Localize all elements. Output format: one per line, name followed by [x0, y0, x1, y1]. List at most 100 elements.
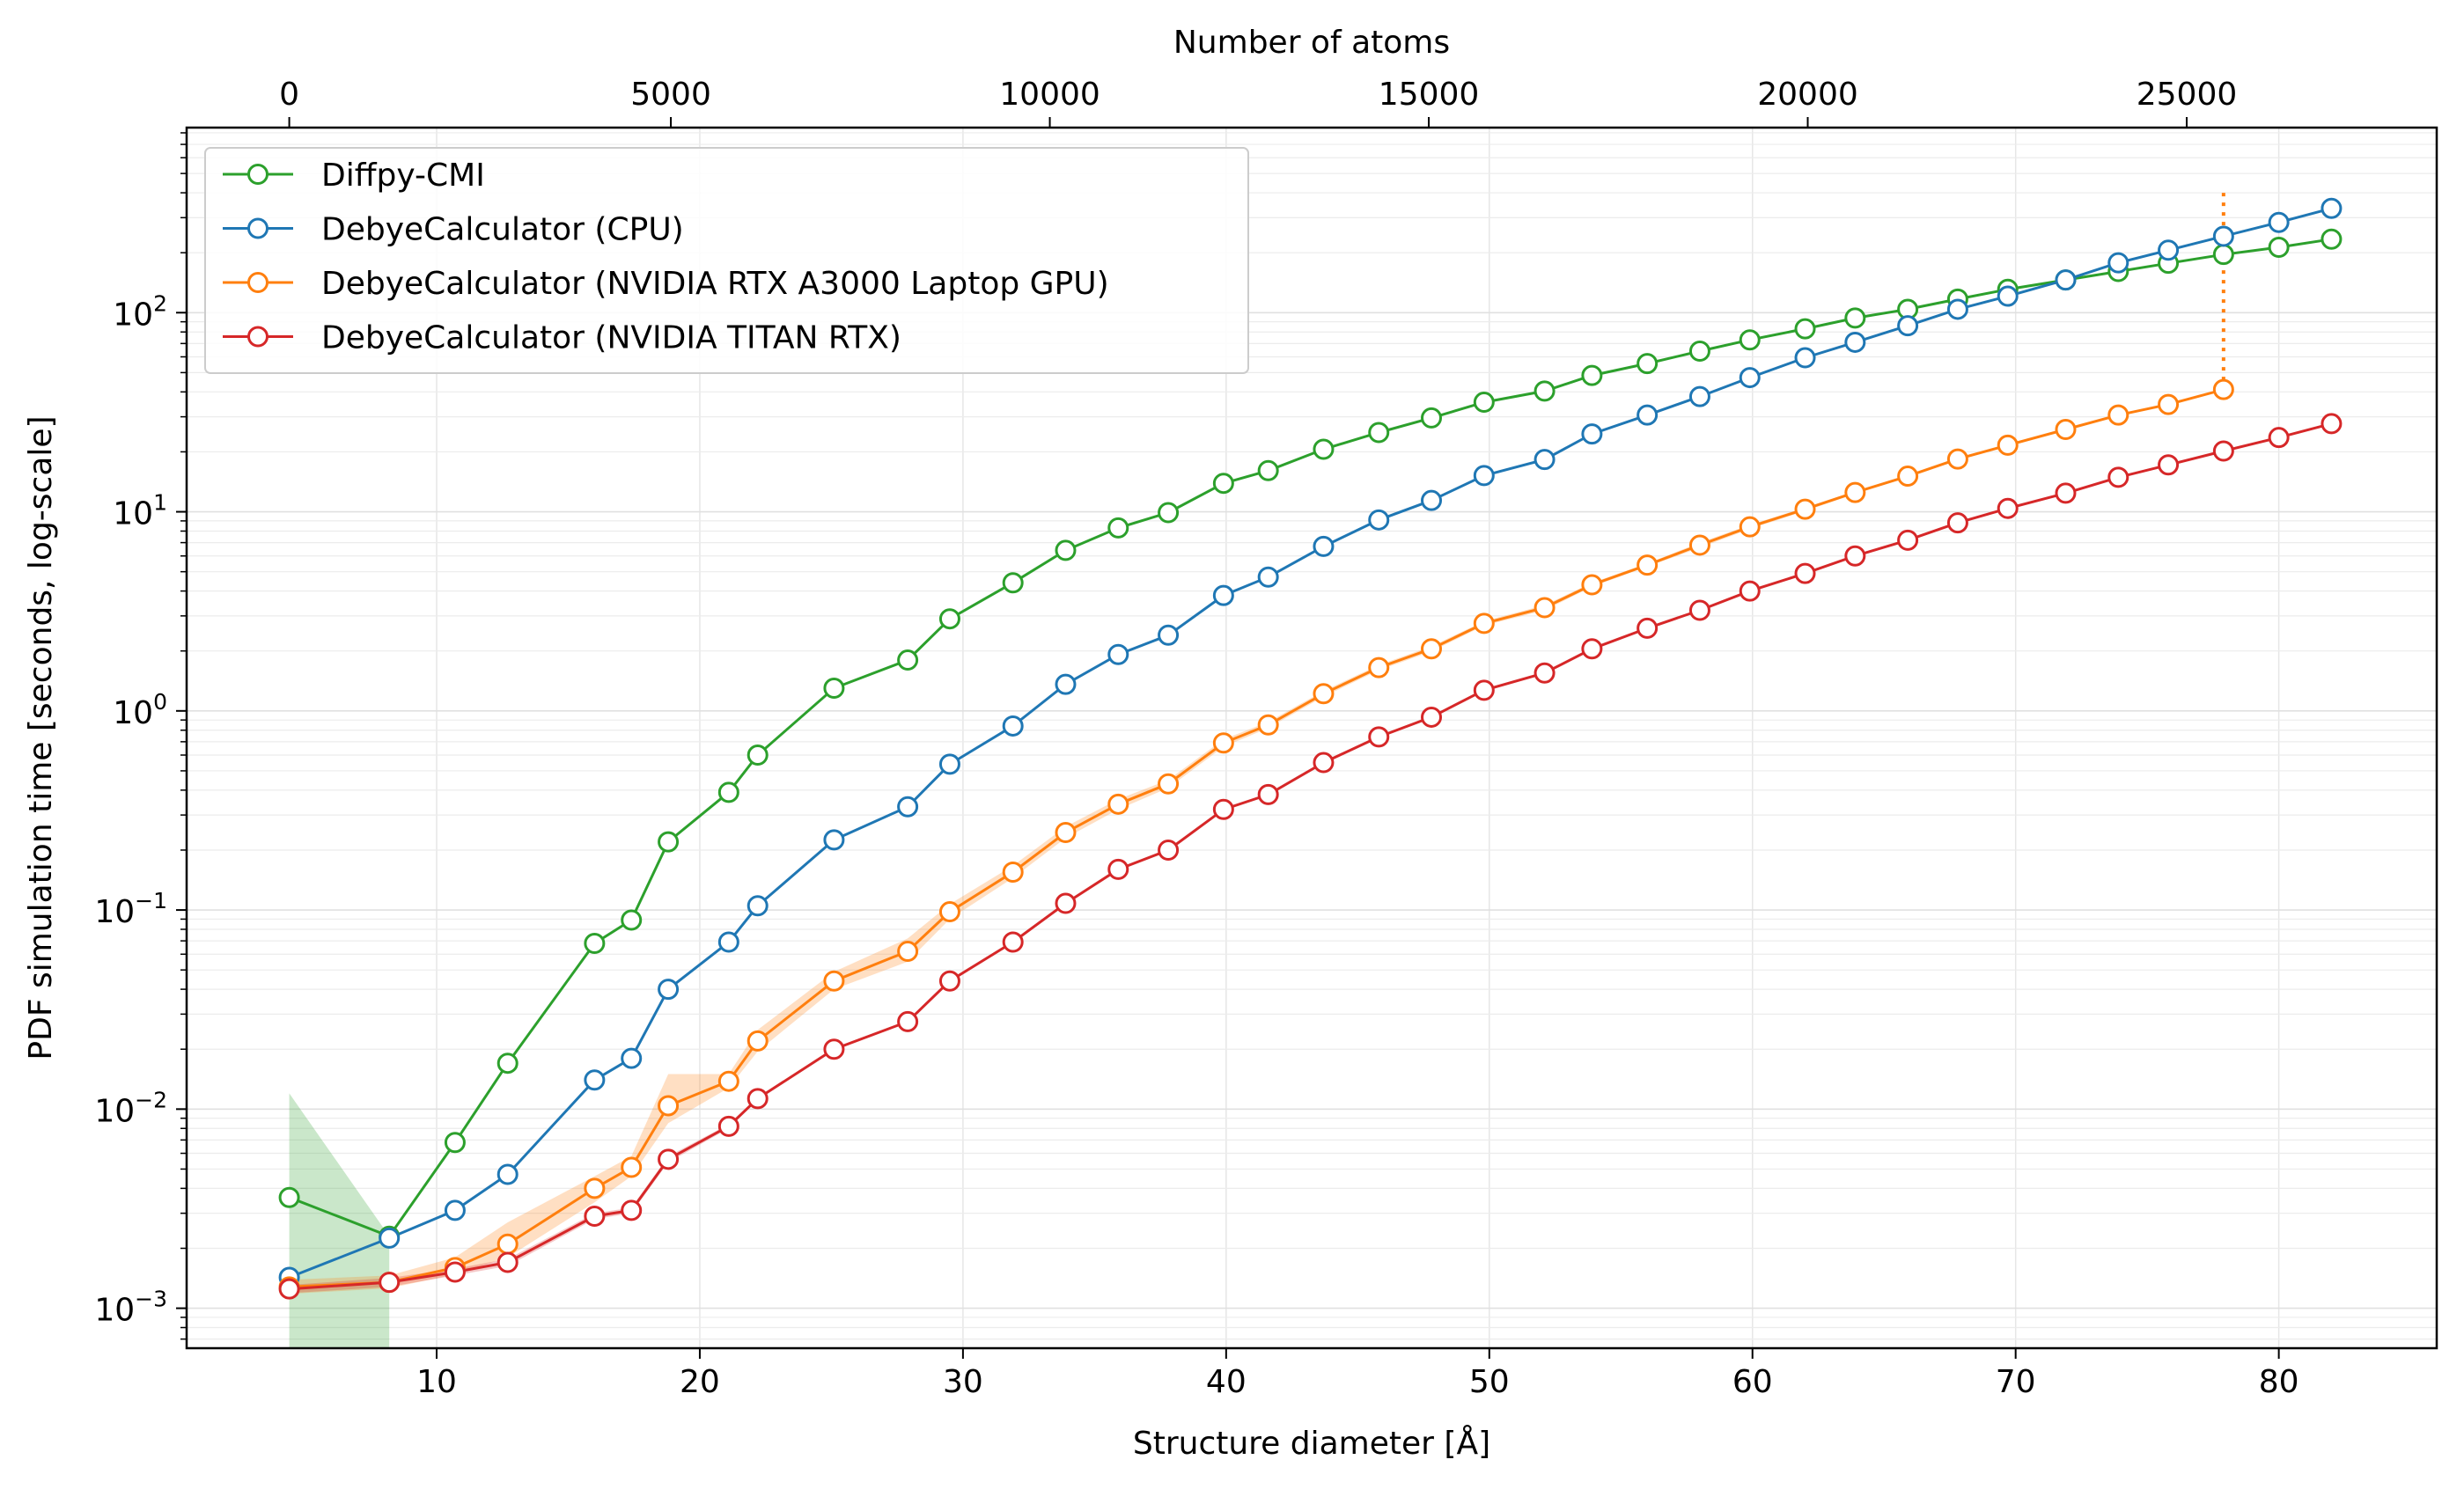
point-debyecalculator-cpu-	[1739, 367, 1761, 389]
point-debyecalculator-nvidia-titan-rtx-	[1844, 545, 1866, 567]
top-x-tick-label: 25000	[2137, 77, 2238, 113]
point-diffpy-cmi	[278, 1186, 300, 1208]
x-tick-label: 40	[1206, 1364, 1247, 1400]
legend-label-debyecalculator-nvidia-titan-rtx-: DebyeCalculator (NVIDIA TITAN RTX)	[321, 320, 901, 356]
point-debyecalculator-cpu-	[1257, 566, 1279, 588]
point-debyecalculator-nvidia-rtx-a3000-laptop-gpu-	[938, 901, 960, 923]
point-diffpy-cmi	[1534, 380, 1556, 402]
x-tick-label: 50	[1469, 1364, 1510, 1400]
x-tick-label: 20	[680, 1364, 720, 1400]
x-tick-label: 30	[943, 1364, 983, 1400]
point-debyecalculator-nvidia-titan-rtx-	[621, 1199, 643, 1221]
point-debyecalculator-cpu-	[1158, 624, 1180, 646]
y-tick-label: 10−1	[94, 888, 167, 930]
point-debyecalculator-nvidia-titan-rtx-	[278, 1278, 300, 1300]
point-diffpy-cmi	[938, 608, 960, 630]
point-debyecalculator-nvidia-titan-rtx-	[2268, 427, 2290, 449]
point-debyecalculator-nvidia-rtx-a3000-laptop-gpu-	[496, 1233, 519, 1255]
top-x-tick-label: 20000	[1757, 77, 1858, 113]
top-x-tick-label: 15000	[1379, 77, 1480, 113]
point-diffpy-cmi	[1368, 422, 1390, 444]
point-debyecalculator-cpu-	[938, 753, 960, 775]
top-x-tick-label: 0	[279, 77, 299, 113]
y-tick-label: 102	[113, 290, 167, 333]
point-debyecalculator-nvidia-rtx-a3000-laptop-gpu-	[2055, 419, 2077, 441]
point-debyecalculator-cpu-	[496, 1163, 519, 1185]
point-debyecalculator-nvidia-rtx-a3000-laptop-gpu-	[2212, 378, 2234, 400]
point-debyecalculator-nvidia-titan-rtx-	[2321, 413, 2343, 435]
point-debyecalculator-cpu-	[1844, 331, 1866, 353]
point-debyecalculator-cpu-	[1637, 404, 1659, 426]
point-debyecalculator-cpu-	[1688, 385, 1710, 407]
point-debyecalculator-nvidia-titan-rtx-	[379, 1272, 401, 1294]
point-debyecalculator-nvidia-titan-rtx-	[1794, 562, 1816, 584]
point-debyecalculator-nvidia-titan-rtx-	[1421, 706, 1443, 728]
point-debyecalculator-cpu-	[747, 895, 769, 917]
point-diffpy-cmi	[1002, 572, 1024, 594]
top-x-tick-label: 5000	[630, 77, 711, 113]
point-debyecalculator-cpu-	[584, 1069, 606, 1091]
point-debyecalculator-cpu-	[444, 1199, 466, 1221]
legend-entries: Diffpy-CMI DebyeCalculator (CPU) DebyeCalc…	[223, 158, 1109, 356]
point-debyecalculator-nvidia-titan-rtx-	[1581, 638, 1603, 660]
point-diffpy-cmi	[584, 932, 606, 954]
point-debyecalculator-nvidia-titan-rtx-	[1107, 858, 1129, 880]
point-debyecalculator-cpu-	[621, 1047, 643, 1069]
point-diffpy-cmi	[747, 744, 769, 767]
point-debyecalculator-nvidia-titan-rtx-	[897, 1010, 919, 1032]
y-tick-label: 100	[113, 689, 167, 731]
point-debyecalculator-nvidia-titan-rtx-	[1368, 726, 1390, 748]
point-debyecalculator-nvidia-rtx-a3000-laptop-gpu-	[1368, 656, 1390, 678]
point-debyecalculator-cpu-	[1794, 347, 1816, 369]
point-debyecalculator-cpu-	[1055, 673, 1077, 695]
point-diffpy-cmi	[444, 1132, 466, 1154]
point-debyecalculator-cpu-	[1946, 298, 1968, 320]
point-debyecalculator-cpu-	[1107, 643, 1129, 665]
top-axis-title: Number of atoms	[1173, 25, 1450, 61]
top-x-tick-label: 10000	[999, 77, 1100, 113]
point-diffpy-cmi	[2321, 228, 2343, 250]
y-tick-label: 10−2	[94, 1087, 167, 1129]
point-diffpy-cmi	[658, 831, 680, 853]
legend-marker-debyecalculator-nvidia-rtx-a3000-laptop-gpu-	[247, 272, 268, 293]
point-diffpy-cmi	[1688, 340, 1710, 362]
point-diffpy-cmi	[717, 781, 739, 803]
point-debyecalculator-nvidia-rtx-a3000-laptop-gpu-	[1421, 638, 1443, 660]
point-diffpy-cmi	[1739, 329, 1761, 351]
point-debyecalculator-nvidia-titan-rtx-	[584, 1205, 606, 1227]
point-debyecalculator-nvidia-titan-rtx-	[823, 1038, 845, 1060]
point-debyecalculator-nvidia-rtx-a3000-laptop-gpu-	[1581, 574, 1603, 596]
point-debyecalculator-cpu-	[2268, 211, 2290, 233]
point-debyecalculator-nvidia-titan-rtx-	[1212, 798, 1234, 820]
point-diffpy-cmi	[1212, 473, 1234, 495]
plot-frame	[185, 126, 2438, 1350]
point-debyecalculator-nvidia-titan-rtx-	[1897, 529, 1919, 551]
point-debyecalculator-nvidia-rtx-a3000-laptop-gpu-	[1107, 793, 1129, 815]
point-diffpy-cmi	[1158, 502, 1180, 524]
point-debyecalculator-nvidia-rtx-a3000-laptop-gpu-	[747, 1030, 769, 1052]
point-debyecalculator-nvidia-rtx-a3000-laptop-gpu-	[584, 1177, 606, 1199]
point-debyecalculator-nvidia-rtx-a3000-laptop-gpu-	[1313, 683, 1335, 705]
point-debyecalculator-nvidia-rtx-a3000-laptop-gpu-	[1158, 773, 1180, 795]
point-debyecalculator-nvidia-titan-rtx-	[1158, 839, 1180, 861]
point-debyecalculator-cpu-	[717, 931, 739, 953]
point-diffpy-cmi	[1637, 353, 1659, 375]
point-diffpy-cmi	[1107, 517, 1129, 539]
point-debyecalculator-cpu-	[1534, 449, 1556, 471]
point-diffpy-cmi	[2212, 244, 2234, 266]
point-debyecalculator-nvidia-rtx-a3000-laptop-gpu-	[1637, 554, 1659, 576]
x-tick-label: 70	[1996, 1364, 2036, 1400]
point-debyecalculator-nvidia-titan-rtx-	[2212, 440, 2234, 462]
series-markers	[278, 197, 2343, 1300]
point-debyecalculator-cpu-	[1897, 315, 1919, 337]
point-debyecalculator-cpu-	[897, 796, 919, 818]
point-diffpy-cmi	[1055, 539, 1077, 561]
point-debyecalculator-cpu-	[1473, 465, 1495, 487]
point-diffpy-cmi	[496, 1053, 519, 1075]
point-debyecalculator-nvidia-rtx-a3000-laptop-gpu-	[1739, 516, 1761, 538]
point-debyecalculator-cpu-	[658, 979, 680, 1001]
point-debyecalculator-nvidia-rtx-a3000-laptop-gpu-	[658, 1095, 680, 1117]
point-debyecalculator-cpu-	[379, 1227, 401, 1249]
point-debyecalculator-nvidia-rtx-a3000-laptop-gpu-	[1897, 466, 1919, 488]
